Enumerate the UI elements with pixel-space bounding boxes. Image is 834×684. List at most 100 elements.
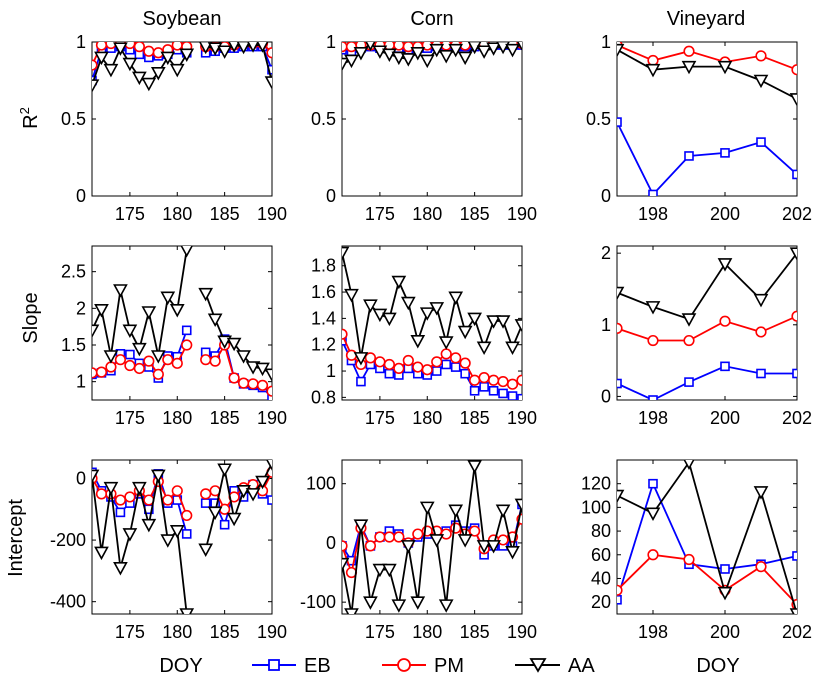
y-tick-label: 100: [581, 497, 611, 517]
point-pm: [171, 357, 183, 369]
point-aa: [753, 486, 769, 500]
point-eb: [460, 368, 470, 379]
y-tick-label: -100: [300, 592, 336, 612]
point-pm: [719, 315, 731, 327]
point-aa: [438, 599, 454, 613]
point-aa: [429, 302, 445, 316]
point-eb: [219, 519, 230, 530]
point-pm: [256, 379, 269, 391]
point-aa: [505, 341, 520, 356]
x-tick-label: 198: [638, 408, 668, 428]
axes-frame: [341, 459, 523, 615]
x-tick-label: 175: [115, 204, 145, 224]
y-tick-label: 100: [306, 474, 336, 494]
point-pm: [92, 367, 98, 379]
panel-soybean-slope: 1 1.5 2 2.5 175 180 185 190: [61, 245, 287, 428]
point-aa: [141, 77, 157, 92]
point-aa: [457, 534, 473, 548]
y-tick-label: 120: [581, 474, 611, 494]
point-aa: [344, 54, 359, 69]
point-aa: [717, 258, 733, 272]
legend-eb-label: EB: [304, 655, 331, 677]
point-pm: [402, 42, 414, 53]
point-aa: [207, 313, 223, 328]
point-aa: [207, 506, 223, 521]
row-label-intercept: Intercept: [5, 499, 27, 577]
y-tick-label: 1: [601, 315, 611, 335]
point-pm: [342, 328, 348, 340]
point-pm: [219, 503, 231, 515]
x-tick-label: 185: [210, 204, 240, 224]
point-aa: [476, 341, 492, 356]
point-aa: [226, 512, 242, 527]
y-tick-label: 0.5: [586, 109, 611, 129]
panel-corn-intercept: -100 0 100 175 180 185 190: [300, 459, 537, 642]
data-layer: [342, 246, 522, 400]
legend-pm-label: PM: [434, 655, 464, 677]
point-aa: [681, 60, 697, 75]
x-tick-label: 200: [710, 622, 740, 642]
point-aa: [169, 303, 185, 318]
point-aa: [160, 534, 176, 548]
point-pm: [497, 375, 509, 388]
point-aa: [429, 534, 445, 548]
point-eb: [181, 529, 192, 539]
point-aa: [372, 563, 388, 578]
point-pm: [421, 364, 433, 376]
series-aa: [92, 460, 272, 614]
point-pm: [133, 362, 145, 375]
point-aa: [113, 284, 128, 298]
point-eb: [720, 564, 730, 574]
x-tick-label: 180: [162, 204, 192, 224]
point-aa: [94, 51, 109, 66]
column-title-corn: Corn: [410, 8, 453, 30]
point-aa: [160, 291, 176, 306]
y-tick-label: 1.5: [61, 335, 86, 355]
point-eb: [356, 376, 366, 387]
point-aa: [448, 504, 464, 519]
point-aa: [683, 460, 695, 471]
point-aa: [419, 501, 435, 516]
point-pm: [92, 59, 98, 71]
legend-aa-label: AA: [568, 655, 595, 677]
point-pm: [459, 357, 471, 369]
point-aa: [264, 368, 272, 383]
point-pm: [469, 525, 481, 537]
y-tick-label: 0.5: [61, 109, 86, 129]
point-pm: [497, 534, 509, 546]
point-eb: [792, 368, 797, 379]
x-tick-label: 180: [412, 408, 442, 428]
y-tick-label: 0: [326, 186, 336, 206]
point-aa: [179, 48, 195, 62]
point-pm: [200, 354, 212, 366]
point-aa: [753, 74, 769, 89]
point-aa: [789, 93, 797, 107]
point-aa: [486, 315, 501, 329]
series-pm: [92, 339, 272, 397]
x-tick-label: 180: [162, 408, 192, 428]
point-aa: [255, 475, 270, 490]
series-pm: [617, 549, 797, 611]
point-aa: [400, 53, 416, 67]
axes-frame: [341, 41, 523, 197]
series-eb: [617, 117, 797, 196]
point-eb: [200, 498, 211, 508]
point-aa: [467, 460, 482, 474]
x-tick-label: 175: [365, 408, 395, 428]
point-eb: [488, 385, 499, 396]
point-aa: [150, 469, 166, 484]
point-eb: [441, 359, 452, 370]
column-title-soybean: Soybean: [143, 8, 222, 30]
x-tick-label: 202: [782, 622, 812, 642]
x-tick-label: 180: [412, 204, 442, 224]
y-tick-label: 1.8: [311, 256, 336, 276]
point-pm: [383, 531, 395, 543]
point-aa: [92, 469, 100, 484]
point-aa: [391, 51, 407, 66]
point-aa: [789, 247, 797, 261]
point-aa: [160, 51, 176, 66]
point-pm: [402, 354, 414, 367]
point-aa: [353, 46, 369, 61]
